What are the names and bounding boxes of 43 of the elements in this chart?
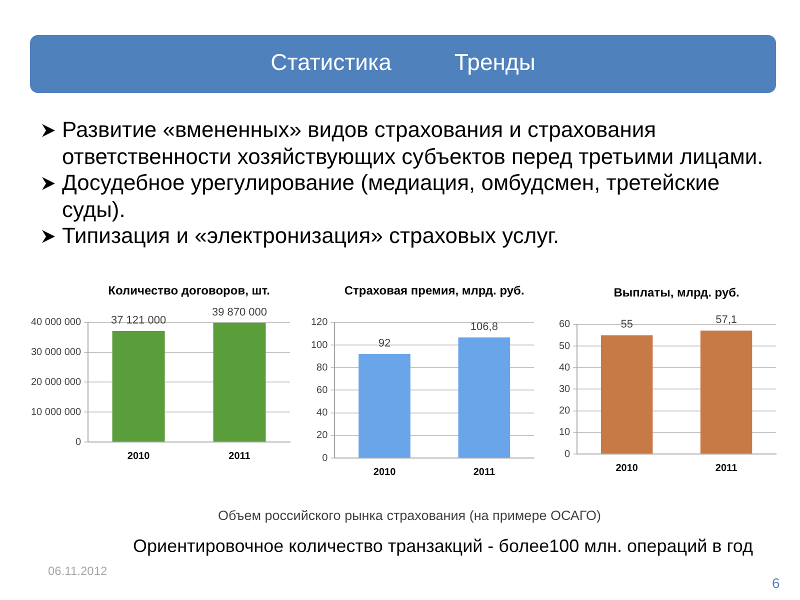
x-tick-label: 2010 <box>127 450 150 462</box>
chart-title: Количество договоров, шт. <box>108 284 270 298</box>
y-tick-label: 40 000 000 <box>30 317 82 328</box>
text: 6 <box>772 575 780 592</box>
text: Статистика <box>270 48 392 76</box>
y-tick-label: 10 000 000 <box>30 406 82 418</box>
x-tick-label: 2010 <box>616 462 638 474</box>
y-tick-label: 50 <box>559 340 571 352</box>
x-tick-label: 2011 <box>228 450 251 462</box>
y-tick-label: 40 <box>559 362 571 374</box>
y-tick-label: 80 <box>316 362 328 374</box>
y-tick-label: 10 <box>559 427 571 438</box>
x-tick-label: 2011 <box>715 462 738 474</box>
text: Тренды <box>454 48 536 76</box>
y-tick-label: 100 <box>310 340 328 351</box>
data-label: 39 870 000 <box>212 306 268 318</box>
x-tick-label: 2010 <box>373 466 396 478</box>
chart-title: Страховая премия, млрд. руб. <box>344 284 524 298</box>
y-tick-label: 60 <box>559 319 571 330</box>
data-label: 106,8 <box>470 320 498 333</box>
text: Объем российского рынка страхования (на примере ОСАГО) <box>218 508 601 524</box>
y-tick-label: 120 <box>310 317 328 328</box>
text: Типизация и «электронизация» страховых услуг. <box>62 223 560 248</box>
x-tick-label: 2011 <box>473 466 496 478</box>
y-tick-label: 30 000 000 <box>30 347 82 358</box>
y-tick-label: 40 <box>316 408 328 419</box>
y-tick-label: 20 000 000 <box>30 376 82 388</box>
data-label: 92 <box>378 338 391 350</box>
y-tick-label: 60 <box>316 384 328 396</box>
y-tick-label: 20 <box>559 406 571 417</box>
data-label: 57,1 <box>716 314 737 326</box>
text: Досудебное урегулирование (медиация, омбудсмен, третейские суды). <box>62 170 720 222</box>
data-label: 37 121 000 <box>111 314 166 327</box>
y-tick-label: 30 <box>559 384 571 395</box>
y-tick-label: 0 <box>75 436 82 448</box>
y-tick-label: 0 <box>322 452 328 464</box>
y-tick-label: 20 <box>316 430 328 442</box>
text: Ориентировочное количество транзакций - более100 млн. операций в год <box>133 536 754 558</box>
data-label: 55 <box>620 318 633 331</box>
chart-title: Выплаты, млрд. руб. <box>614 286 740 300</box>
text: 06.11.2012 <box>48 564 108 578</box>
text: Развитие «вмененных» видов страхования и страхования ответственности хозяйствующих субъектов перед третьими лицами. <box>62 117 764 168</box>
y-tick-label: 0 <box>564 448 571 460</box>
